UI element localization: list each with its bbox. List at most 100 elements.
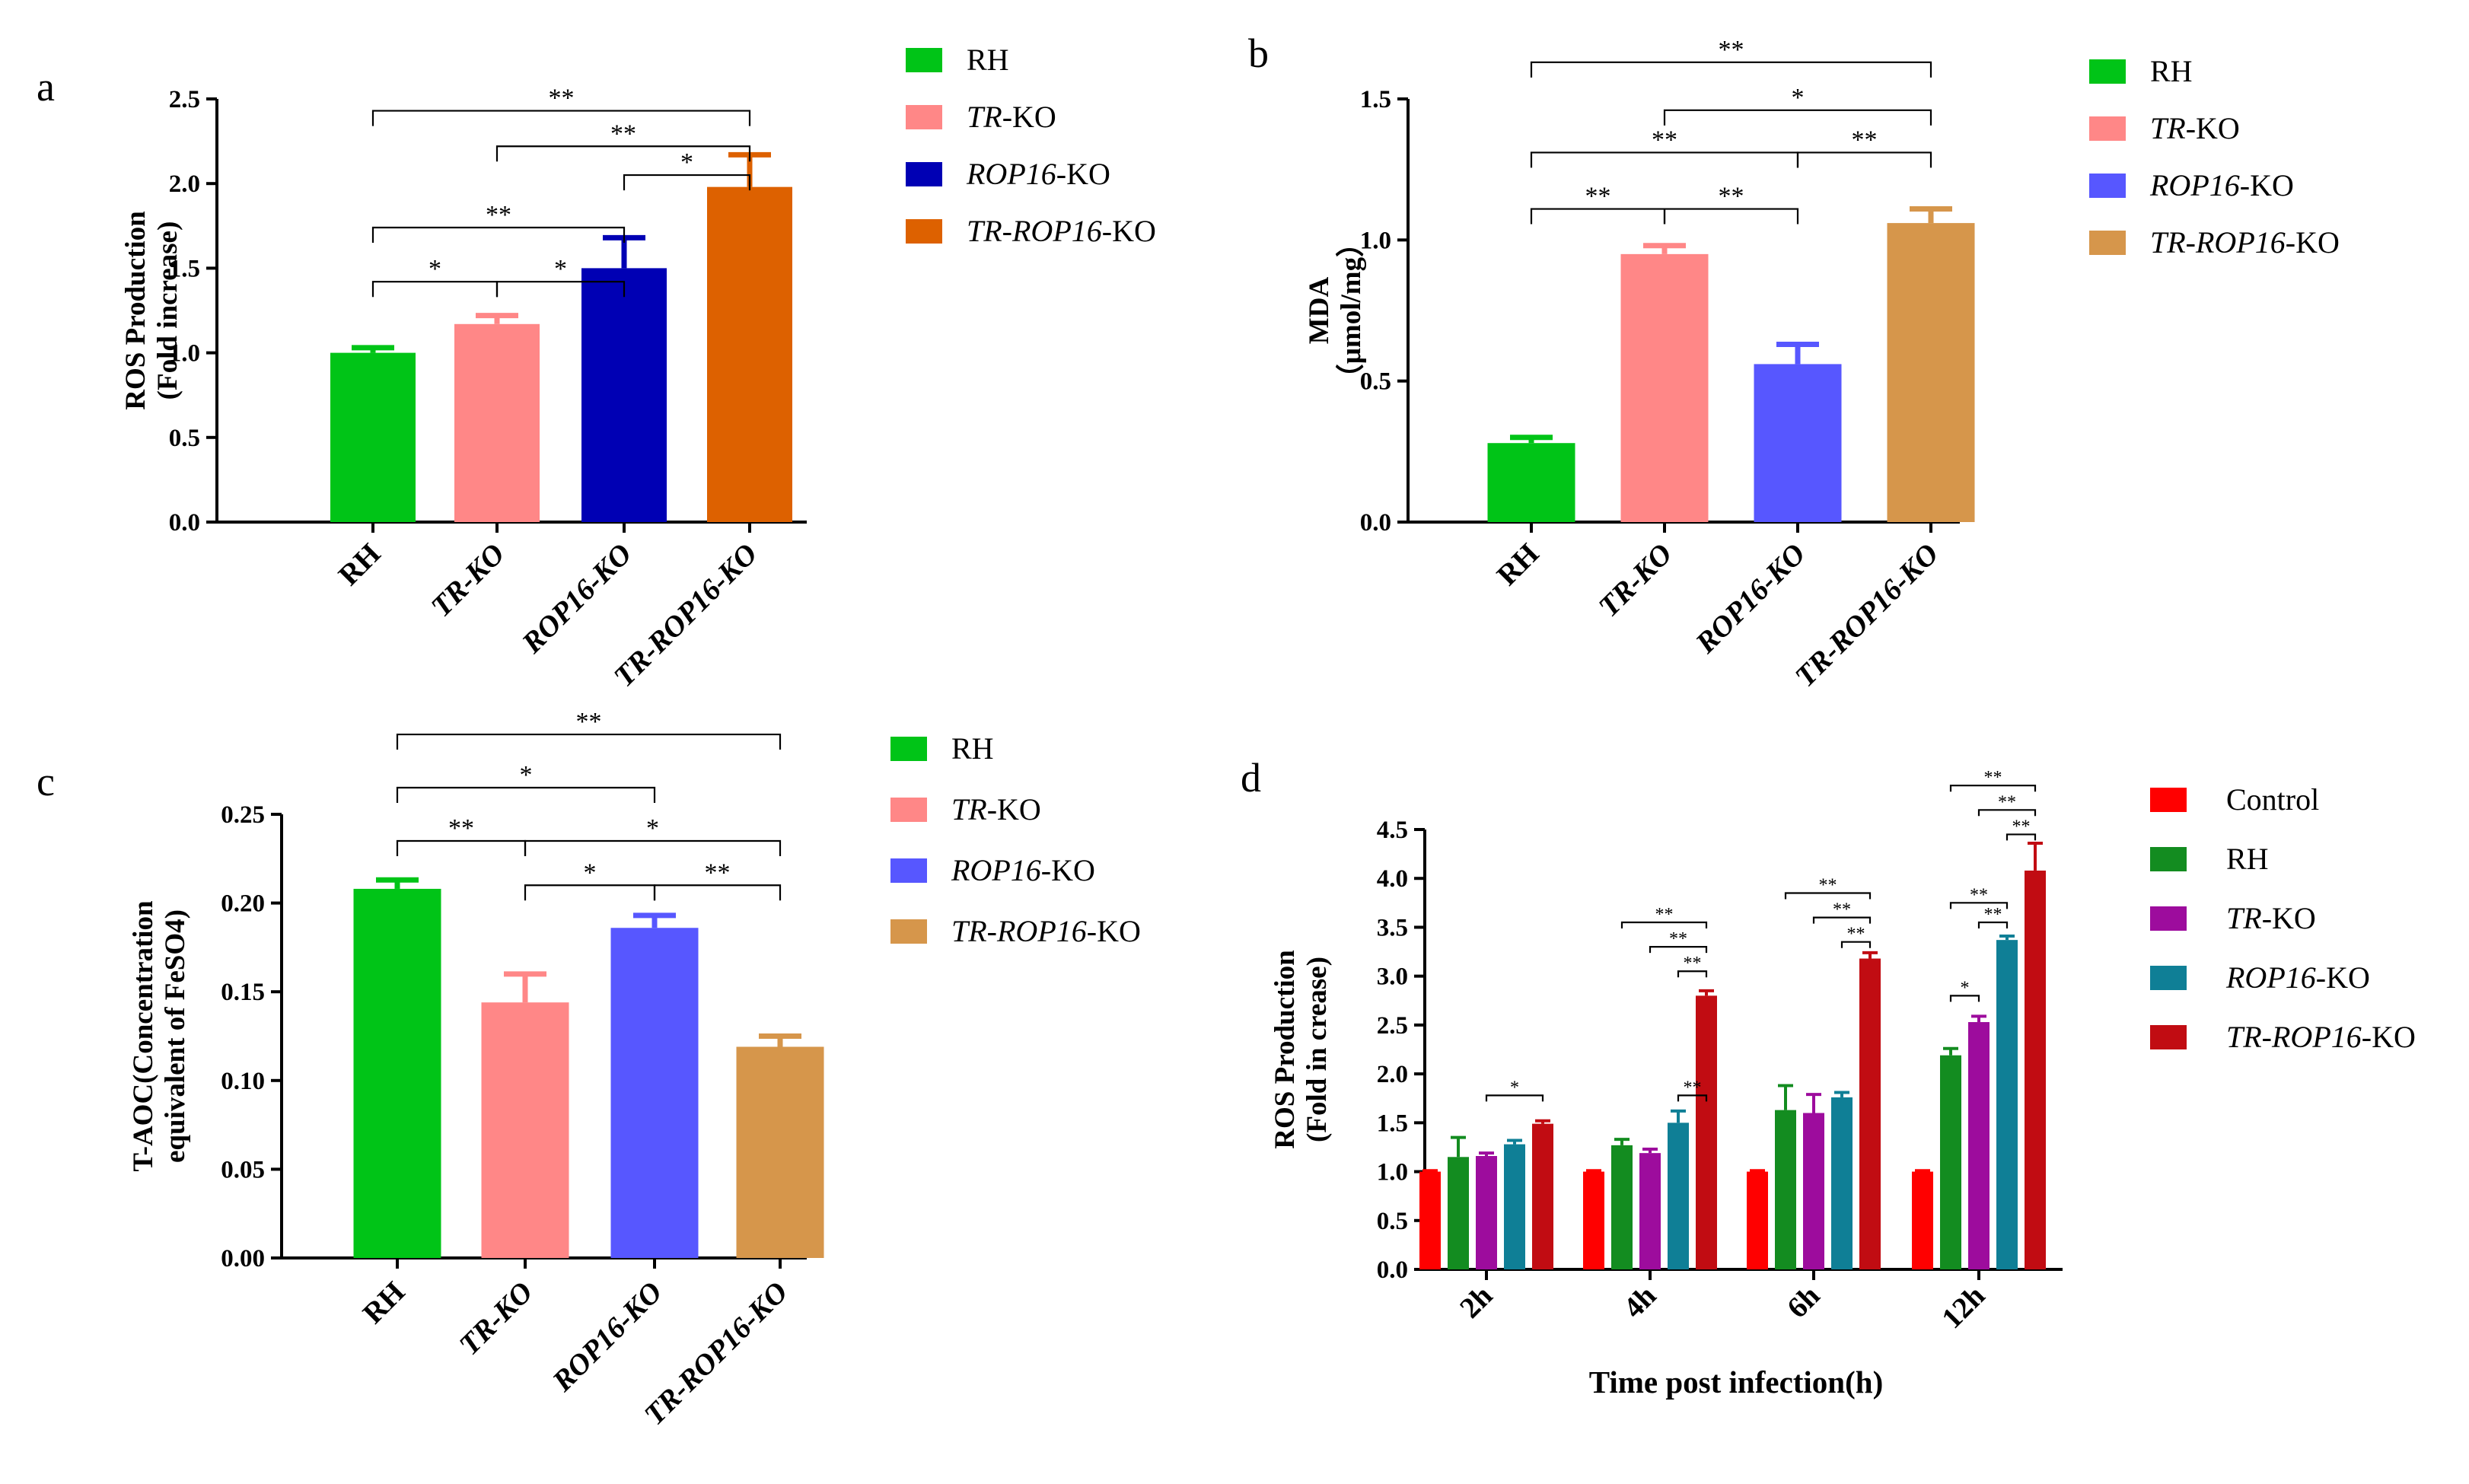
significance-bracket bbox=[371, 110, 751, 126]
category-label: RH bbox=[1491, 537, 1546, 592]
legend-label: RH bbox=[967, 43, 1009, 77]
significance-bracket bbox=[1620, 921, 1708, 929]
significance-label: ** bbox=[1655, 905, 1674, 925]
significance-label: * bbox=[554, 255, 567, 283]
significance-label: ** bbox=[448, 814, 474, 842]
significance-label: ** bbox=[1852, 126, 1878, 154]
bar bbox=[1775, 1110, 1796, 1269]
legend-swatch bbox=[890, 919, 927, 944]
significance-label: * bbox=[1792, 84, 1805, 112]
bar bbox=[1620, 253, 1709, 522]
significance-label: ** bbox=[2012, 817, 2031, 836]
significance-bracket bbox=[1530, 61, 1932, 78]
y-tick-label: 4.5 bbox=[1377, 817, 1408, 844]
significance-label: * bbox=[1961, 978, 1970, 998]
y-tick-label: 0.5 bbox=[1377, 1208, 1408, 1235]
significance-bracket bbox=[1949, 785, 2037, 792]
category-label: ROP16-KO bbox=[1689, 537, 1811, 660]
y-tick-label: 0.10 bbox=[221, 1068, 265, 1095]
significance-bracket bbox=[396, 839, 527, 856]
legend-label: ROP16-KO bbox=[2149, 168, 2294, 202]
significance-bracket bbox=[653, 884, 782, 901]
category-label: 4h bbox=[1617, 1279, 1663, 1325]
legend-swatch bbox=[906, 105, 942, 129]
significance-bracket bbox=[1949, 902, 2009, 909]
y-tick-label: 1.0 bbox=[1360, 227, 1391, 254]
legend-swatch bbox=[906, 162, 942, 186]
panel-c: c 0.00 0.05 0.10 0.15 0.20 0.25 T-AOC(Concentra… bbox=[37, 708, 1141, 1431]
category-label: TR-ROP16-KO bbox=[1789, 537, 1945, 693]
significance-bracket bbox=[1949, 995, 1980, 1002]
y-tick-label: 1.5 bbox=[1360, 86, 1391, 113]
bar bbox=[1639, 1153, 1661, 1269]
y-tick-label: 0.25 bbox=[221, 801, 265, 829]
significance-label: * bbox=[646, 814, 659, 842]
y-axis-label: （μmol/mg） bbox=[1335, 229, 1367, 392]
legend-label: ROP16-KO bbox=[966, 157, 1110, 191]
panel-a: a 0.0 0.5 1.0 1.5 2.0 2.5 ROS Production (Fold i… bbox=[37, 43, 1156, 693]
category-label: 6h bbox=[1781, 1279, 1827, 1325]
y-tick-label: 4.0 bbox=[1377, 865, 1408, 893]
y-tick-label: 0.5 bbox=[169, 425, 200, 452]
significance-bracket bbox=[1784, 892, 1872, 900]
legend-label: RH bbox=[2150, 54, 2193, 88]
legend-label: ROP16-KO bbox=[2225, 960, 2370, 995]
category-label: ROP16-KO bbox=[546, 1275, 668, 1398]
significance-bracket bbox=[495, 281, 626, 298]
significance-bracket bbox=[1485, 1094, 1544, 1102]
y-axis-label: ROS Production bbox=[1270, 950, 1301, 1149]
y-axis-label: ROS Production bbox=[120, 211, 151, 410]
significance-label: ** bbox=[1719, 36, 1744, 64]
bar bbox=[1887, 223, 1975, 522]
legend-label: TR-KO bbox=[2226, 901, 2316, 935]
significance-bracket bbox=[1649, 946, 1708, 954]
category-label: ROP16-KO bbox=[515, 537, 638, 660]
significance-label: ** bbox=[1984, 905, 2002, 925]
significance-bracket bbox=[524, 839, 782, 856]
bar bbox=[1996, 940, 2018, 1269]
legend-label: TR-KO bbox=[967, 100, 1056, 134]
significance-label: ** bbox=[705, 858, 731, 887]
significance-bracket bbox=[1796, 151, 1932, 168]
legend-swatch bbox=[2150, 966, 2187, 990]
bar bbox=[1532, 1123, 1553, 1269]
legend-label: TR-ROP16-KO bbox=[2150, 225, 2340, 260]
significance-bracket bbox=[495, 145, 751, 162]
legend-swatch bbox=[890, 798, 927, 822]
legend-swatch bbox=[906, 219, 942, 244]
bar bbox=[330, 352, 416, 522]
y-tick-label: 1.5 bbox=[169, 255, 200, 282]
legend-label: ROP16-KO bbox=[951, 853, 1095, 887]
y-axis-label: (Fold increase) bbox=[152, 221, 183, 400]
significance-label: ** bbox=[1847, 925, 1865, 944]
significance-bracket bbox=[524, 884, 656, 901]
significance-label: ** bbox=[1585, 183, 1611, 211]
significance-label: * bbox=[584, 858, 597, 887]
y-tick-label: 0.0 bbox=[169, 509, 200, 537]
significance-bracket bbox=[1530, 208, 1666, 225]
significance-label: ** bbox=[1833, 900, 1851, 920]
y-tick-label: 0.15 bbox=[221, 979, 265, 1006]
bar bbox=[707, 186, 792, 522]
significance-label: ** bbox=[1652, 126, 1677, 154]
y-tick-label: 0.00 bbox=[221, 1245, 265, 1272]
bar bbox=[1747, 1171, 1768, 1269]
legend-swatch bbox=[2150, 906, 2187, 931]
significance-label: ** bbox=[1970, 885, 1988, 905]
significance-bracket bbox=[1812, 916, 1872, 924]
legend-swatch bbox=[2150, 847, 2187, 871]
bar bbox=[1448, 1157, 1469, 1269]
legend-swatch bbox=[2089, 116, 2126, 141]
significance-bracket bbox=[1840, 941, 1872, 948]
legend-swatch bbox=[2150, 1025, 2187, 1049]
bar bbox=[1912, 1171, 1933, 1269]
legend-label: TR-ROP16-KO bbox=[951, 914, 1141, 948]
y-tick-label: 2.0 bbox=[1377, 1061, 1408, 1088]
bar bbox=[1754, 364, 1842, 522]
y-tick-label: 1.0 bbox=[169, 340, 200, 368]
legend-label: RH bbox=[951, 731, 994, 766]
significance-label: * bbox=[1510, 1078, 1519, 1097]
bar bbox=[1831, 1097, 1853, 1269]
significance-bracket bbox=[1530, 151, 1799, 168]
significance-bracket bbox=[1663, 109, 1932, 126]
